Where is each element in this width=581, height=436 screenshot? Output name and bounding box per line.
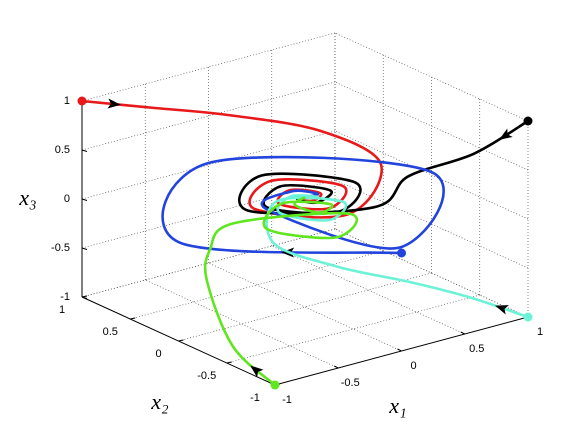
z-tick [81,149,88,152]
direction-arrow [499,128,513,140]
x-tick-label: 0.5 [469,343,484,355]
z-tick [81,296,88,299]
start-marker [270,380,280,390]
x-tick [397,348,402,352]
trajectory [203,196,358,386]
y-tick-label: -1 [250,392,260,404]
x-axis-label: x₁ [388,393,406,418]
x-tick-label: -0.5 [341,377,360,389]
start-marker [523,312,533,322]
start-marker [397,248,406,258]
direction-arrow [495,305,509,315]
x-tick-label: 1 [537,326,543,338]
y-tick-label: 0 [155,348,161,360]
grid-line [271,245,465,335]
start-marker [523,116,533,126]
z-tick [81,247,88,250]
trajectory [161,155,445,255]
x-tick [460,331,465,335]
direction-arrow [250,365,264,378]
z-axis-label: x₃ [18,185,36,210]
y-tick [130,317,136,320]
start-marker [77,96,87,106]
y-tick-label: 1 [59,304,65,316]
y-tick [178,339,184,342]
z-tick [81,198,88,201]
x-tick-label: -1 [282,394,292,406]
z-tick-label: 0.5 [55,144,70,156]
y-tick-label: -0.5 [197,370,216,382]
x-tick [334,365,339,369]
x-tick-label: 0 [410,360,416,372]
y-tick-label: 0.5 [103,326,118,338]
grid-line [178,272,432,342]
z-tick-label: 0 [64,193,70,205]
z-tick-label: 1 [64,95,70,107]
z-tick-label: -1 [60,291,70,303]
direction-arrow [107,98,121,109]
grid-line [226,294,480,364]
y-tick [226,361,232,364]
y-axis-label: x₂ [150,389,169,414]
grid-line [145,279,339,369]
z-tick-label: -0.5 [51,242,70,254]
grid-line [208,262,402,352]
